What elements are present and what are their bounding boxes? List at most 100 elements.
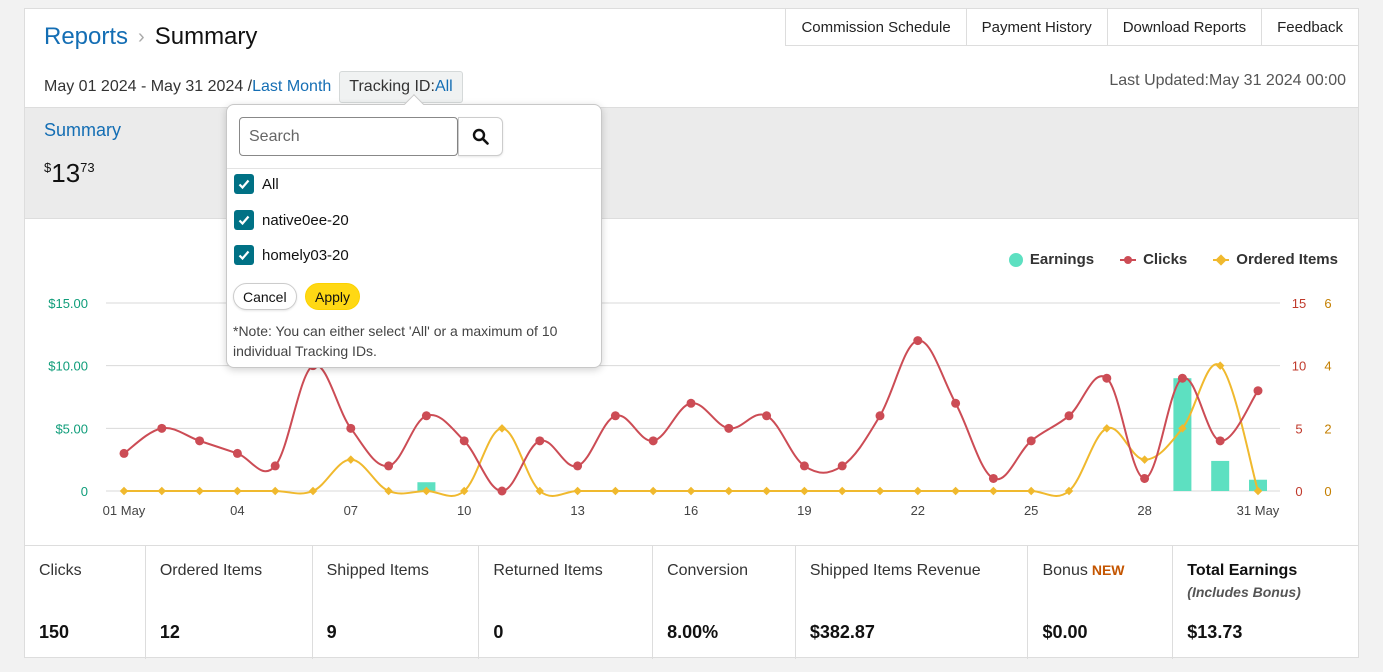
- clicks-point: [648, 436, 658, 446]
- ordered-items-point: [459, 486, 469, 496]
- stat-value: 0: [493, 622, 504, 642]
- stat-value: 9: [326, 622, 337, 642]
- cancel-button[interactable]: Cancel: [233, 283, 297, 310]
- tracking-option-homely03-20[interactable]: homely03-20: [234, 245, 349, 265]
- summary-title: Summary: [44, 120, 122, 140]
- tracking-id-button[interactable]: Tracking ID: All: [339, 71, 463, 103]
- breadcrumb-reports-link[interactable]: Reports: [44, 23, 129, 50]
- legend-earnings[interactable]: Earnings: [1008, 251, 1095, 268]
- ordered-items-point: [233, 486, 242, 496]
- ordered-axis-tick-label: 2: [1324, 421, 1331, 436]
- earnings-bar: [1211, 460, 1230, 491]
- commission-schedule-tab[interactable]: Commission Schedule: [785, 9, 966, 46]
- performance-chart: 0 $5.00 $10.00 $15.00 0 5 10 15 0 2 4 6 01 May 04 07 10…: [48, 296, 1331, 518]
- date-range-text: May 01 2024 - May 31 2024 /: [44, 78, 253, 95]
- chart-area: Earnings Clicks Ordered Items 0 $5.00 $10.…: [25, 219, 1358, 545]
- search-button[interactable]: [458, 117, 503, 156]
- clicks-point: [346, 423, 356, 433]
- date-preset-link[interactable]: Last Month: [252, 78, 332, 95]
- clicks-point: [119, 448, 129, 458]
- stat-value: $0.00: [1042, 622, 1088, 642]
- stats-bar: Clicks 150 Ordered Items 12 Shipped Item…: [25, 545, 1358, 659]
- legend-ordered-items-label: Ordered Items: [1236, 251, 1338, 268]
- stat-ordered-items: Ordered Items 12: [146, 546, 313, 659]
- ordered-items-point: [1140, 455, 1149, 464]
- stat-value: 8.00%: [667, 622, 719, 642]
- ordered-axis-tick-label: 4: [1324, 359, 1331, 374]
- ordered-items-point: [422, 486, 431, 496]
- earnings-bar: [417, 482, 436, 491]
- stat-label: Total Earnings: [1187, 562, 1298, 579]
- clicks-point: [459, 436, 469, 446]
- checkbox-checked-icon[interactable]: [234, 245, 254, 265]
- clicks-legend-icon: [1120, 255, 1137, 264]
- clicks-axis-tick-label: 10: [1292, 359, 1306, 374]
- clicks-point: [837, 461, 847, 471]
- ordered-items-point: [497, 424, 507, 433]
- page-title: Summary: [154, 23, 258, 50]
- legend-earnings-label: Earnings: [1029, 251, 1095, 268]
- clicks-point: [535, 436, 545, 446]
- summary-cents: 73: [80, 160, 95, 175]
- ordered-items-line: [124, 363, 1259, 497]
- stat-shipped-items: Shipped Items 9: [313, 546, 480, 659]
- apply-button[interactable]: Apply: [305, 283, 361, 310]
- clicks-point: [988, 473, 998, 483]
- x-axis-tick-label: 22: [911, 503, 925, 518]
- ordered-items-point: [837, 486, 847, 496]
- stat-label: Conversion: [667, 562, 748, 579]
- breadcrumb-separator-icon: ›: [138, 25, 145, 48]
- stat-label: Ordered Items: [159, 562, 263, 579]
- ordered-items-point: [989, 486, 998, 496]
- ordered-items-point: [308, 486, 318, 496]
- x-axis-tick-label: 19: [797, 503, 811, 518]
- option-label: All: [262, 175, 279, 193]
- clicks-point: [1177, 373, 1187, 383]
- ordered-items-point: [648, 486, 658, 496]
- checkbox-checked-icon[interactable]: [234, 174, 254, 194]
- stat-sub-label: (Includes Bonus): [1187, 584, 1301, 600]
- summary-dollars: 13: [51, 158, 81, 188]
- new-badge: NEW: [1091, 562, 1125, 578]
- stat-label: Shipped Items: [326, 562, 429, 579]
- tracking-option-native0ee-20[interactable]: native0ee-20: [234, 210, 349, 230]
- earnings-legend-icon: [1008, 252, 1023, 267]
- legend-clicks-label: Clicks: [1143, 251, 1188, 268]
- clicks-point: [913, 336, 923, 346]
- x-axis-tick-label: 13: [570, 503, 584, 518]
- clicks-point: [195, 436, 205, 446]
- ordered-items-point: [686, 486, 696, 496]
- tracking-option-all[interactable]: All: [234, 174, 279, 194]
- summary-amount: $1373: [44, 158, 95, 189]
- breadcrumb: Reports › Summary: [44, 23, 257, 51]
- last-updated-text: Last Updated:May 31 2024 00:00: [1109, 72, 1346, 89]
- ordered-items-point: [913, 486, 923, 496]
- earnings-bar: [1249, 479, 1267, 491]
- report-header: Reports › Summary May 01 2024 - May 31 2…: [25, 9, 1358, 107]
- search-icon: [472, 128, 489, 145]
- stat-label: Clicks: [39, 562, 82, 579]
- ordered-items-point: [875, 486, 885, 496]
- ordered-items-point: [800, 486, 809, 496]
- tracking-search-input[interactable]: [239, 117, 458, 156]
- y-axis-tick-label: $10.00: [48, 359, 88, 374]
- legend-clicks[interactable]: Clicks: [1120, 251, 1187, 268]
- clicks-point: [1215, 436, 1225, 446]
- payment-history-tab[interactable]: Payment History: [965, 9, 1107, 46]
- clicks-point: [1140, 473, 1150, 483]
- download-reports-tab[interactable]: Download Reports: [1106, 9, 1262, 46]
- report-frame: Reports › Summary May 01 2024 - May 31 2…: [24, 8, 1359, 659]
- x-axis-tick-label: 04: [230, 503, 244, 518]
- feedback-tab[interactable]: Feedback: [1261, 9, 1358, 46]
- clicks-axis-tick-label: 15: [1292, 296, 1306, 311]
- stat-returned-items: Returned Items 0: [479, 546, 654, 659]
- stat-label: Returned Items: [493, 562, 603, 579]
- checkbox-checked-icon[interactable]: [234, 210, 254, 230]
- legend-ordered-items[interactable]: Ordered Items: [1213, 251, 1338, 268]
- option-label: native0ee-20: [262, 211, 349, 229]
- stat-shipped-items-revenue: Shipped Items Revenue $382.87: [796, 546, 1029, 659]
- ordered-items-point: [270, 486, 280, 496]
- x-axis-tick-label: 10: [457, 503, 471, 518]
- stat-value: 12: [159, 622, 180, 642]
- tracking-id-popover: All native0ee-20 homely03-20 Cancel Appl…: [226, 94, 602, 368]
